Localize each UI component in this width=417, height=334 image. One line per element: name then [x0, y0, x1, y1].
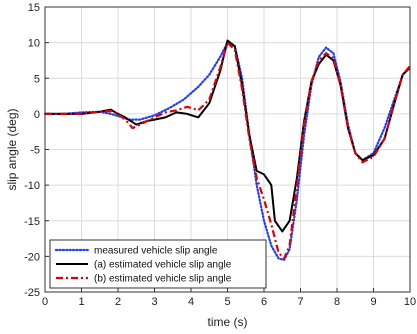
- y-tick-label: -20: [24, 251, 40, 263]
- x-tick-label: 10: [404, 296, 416, 308]
- x-tick-label: 8: [334, 296, 340, 308]
- legend-label-estimated-a: (a) estimated vehicle slip angle: [94, 260, 232, 271]
- y-tick-label: -10: [24, 180, 40, 192]
- y-tick-label: -5: [30, 145, 40, 157]
- series-layer: [43, 39, 412, 261]
- x-tick-label: 3: [151, 296, 157, 308]
- x-tick-label: 6: [261, 296, 267, 308]
- x-tick-label: 7: [297, 296, 303, 308]
- y-axis-label: slip angle (deg): [5, 108, 19, 190]
- y-tick-label: 5: [34, 73, 40, 85]
- y-tick-label: 15: [28, 2, 40, 14]
- x-tick-label: 0: [42, 296, 48, 308]
- x-tick-label: 9: [370, 296, 376, 308]
- y-tick-label: -25: [24, 287, 40, 299]
- series-line-estimated-b: [45, 41, 411, 260]
- y-tick-label: -15: [24, 216, 40, 228]
- x-tick-label: 4: [188, 296, 194, 308]
- x-tick-label: 1: [78, 296, 84, 308]
- legend-label-measured: measured vehicle slip angle: [94, 246, 218, 257]
- legend: measured vehicle slip angle (a) estimate…: [49, 239, 267, 289]
- y-tick-labels: -25 -20 -15 -10 -5 0 5 10 15: [24, 2, 49, 299]
- x-tick-label: 5: [224, 296, 230, 308]
- x-axis-label: time (s): [208, 315, 248, 329]
- x-tick-label: 2: [115, 296, 121, 308]
- y-tick-label: 10: [28, 38, 40, 50]
- x-tick-labels: 0 1 2 3 4 5 6 7 8 9 10: [42, 288, 416, 308]
- y-tick-label: 0: [34, 109, 40, 121]
- legend-label-estimated-b: (b) estimated vehicle slip angle: [94, 274, 232, 285]
